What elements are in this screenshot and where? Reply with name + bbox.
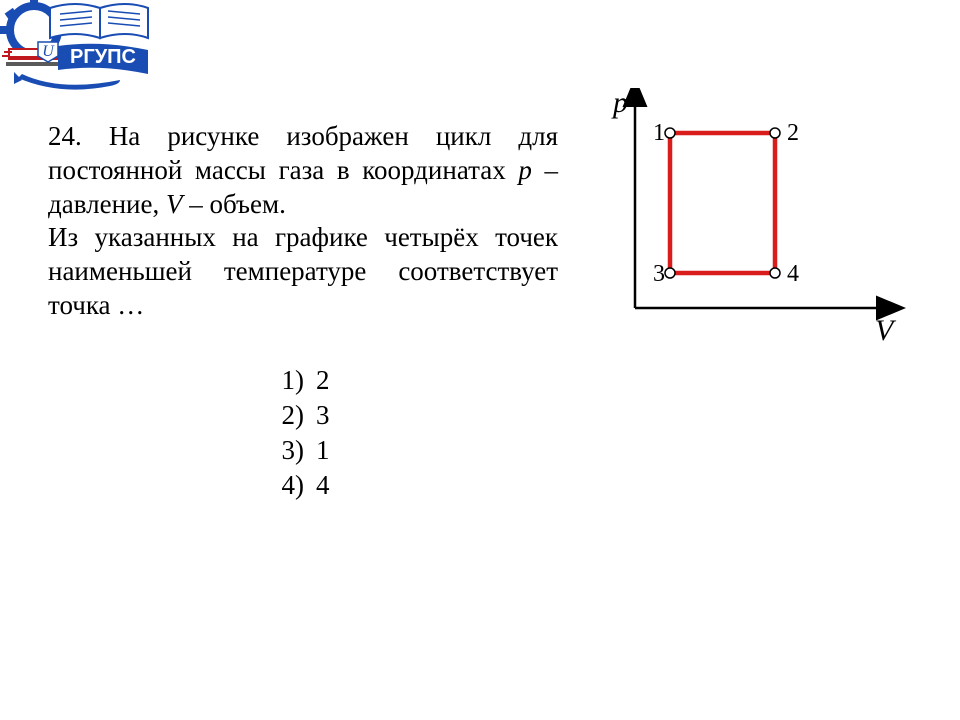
answer-value: 4	[316, 468, 330, 503]
answer-option: 3) 1	[268, 433, 912, 468]
answer-value: 1	[316, 433, 330, 468]
answer-number: 1)	[268, 363, 304, 398]
answer-option: 4) 4	[268, 468, 912, 503]
pv-graph: 1 2 3 4 p V	[595, 88, 915, 348]
question-number: 24.	[48, 121, 82, 151]
answer-option: 1) 2	[268, 363, 912, 398]
cycle-rectangle	[670, 133, 775, 273]
question-text: 24. На рисунке изображен цикл для постоя…	[48, 120, 558, 323]
var-v: V	[166, 189, 183, 219]
label-3: 3	[653, 261, 665, 287]
axis-label-p: p	[611, 88, 628, 119]
point-1	[665, 128, 675, 138]
answer-number: 2)	[268, 398, 304, 433]
answer-value: 2	[316, 363, 330, 398]
label-1: 1	[653, 120, 665, 146]
answer-value: 3	[316, 398, 330, 433]
point-3	[665, 268, 675, 278]
ribbon-icon	[14, 72, 120, 90]
banner-icon: РГУПС	[58, 44, 148, 74]
banner-text: РГУПС	[70, 46, 136, 68]
university-logo: U РГУПС	[0, 0, 150, 105]
text-vol: – объем.	[182, 189, 285, 219]
question-line1: На рисунке изображен цикл для постоянной…	[48, 121, 558, 185]
question-line2: Из указанных на графике четырёх точек на…	[48, 221, 558, 322]
answer-number: 4)	[268, 468, 304, 503]
answer-option: 2) 3	[268, 398, 912, 433]
book-icon	[50, 4, 148, 38]
point-2	[770, 128, 780, 138]
point-4	[770, 268, 780, 278]
u-letter: U	[42, 43, 55, 60]
answer-list: 1) 2 2) 3 3) 1 4) 4	[268, 363, 912, 503]
label-4: 4	[787, 261, 799, 287]
axis-label-v: V	[875, 314, 897, 347]
label-2: 2	[787, 120, 799, 146]
var-p: p	[518, 155, 532, 185]
answer-number: 3)	[268, 433, 304, 468]
